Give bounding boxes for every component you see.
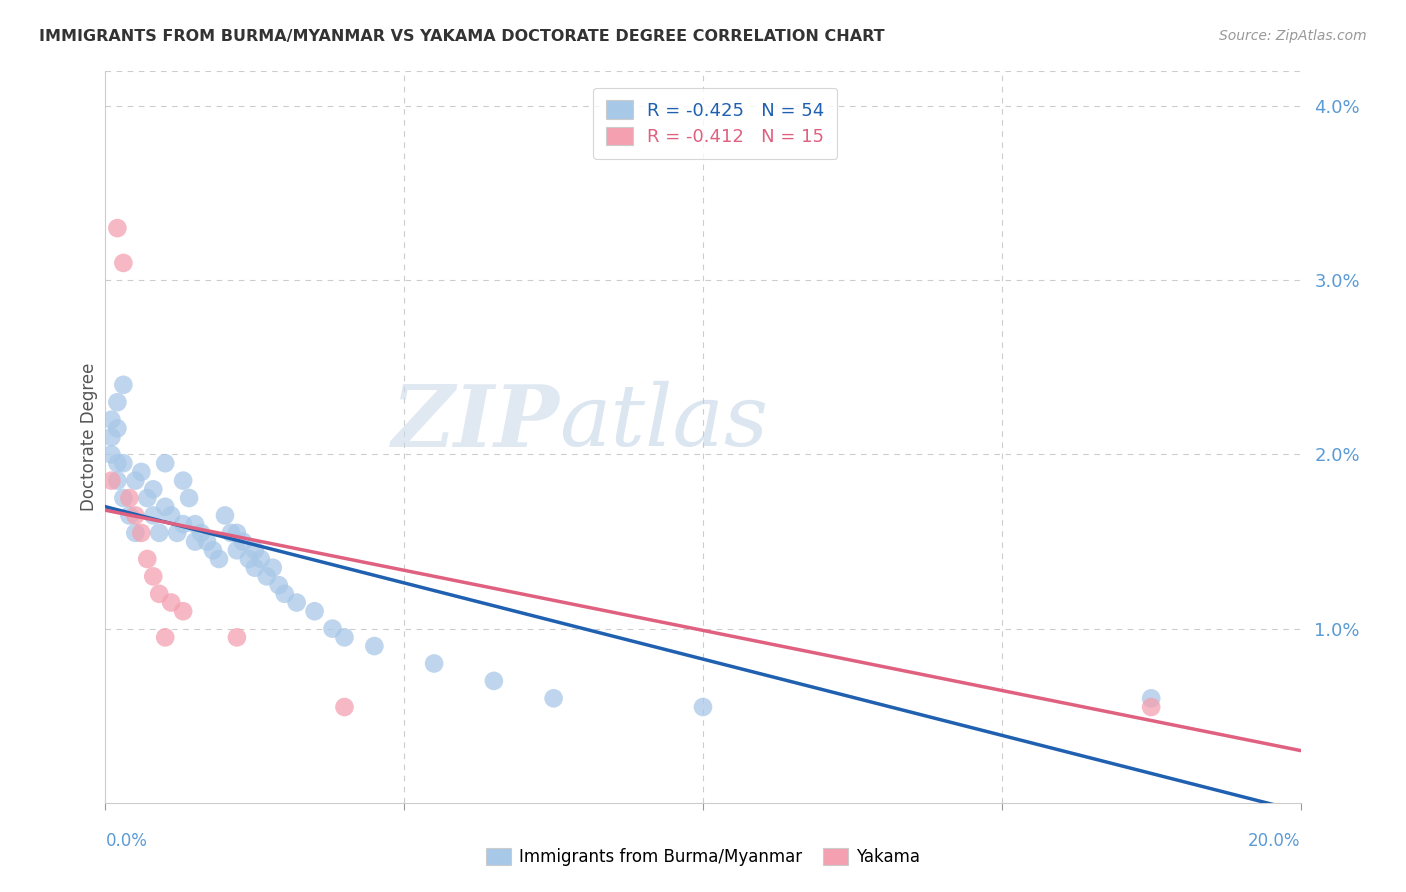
Point <box>285 595 308 609</box>
Point <box>129 465 153 479</box>
Point <box>142 483 165 497</box>
Point <box>214 508 236 523</box>
Point <box>155 456 177 470</box>
Legend: Immigrants from Burma/Myanmar, Yakama: Immigrants from Burma/Myanmar, Yakama <box>479 841 927 873</box>
Point <box>142 508 165 523</box>
Point <box>136 552 159 566</box>
Point <box>177 491 201 505</box>
Text: 20.0%: 20.0% <box>1249 832 1301 850</box>
Point <box>112 256 135 270</box>
Point <box>333 631 356 645</box>
Point <box>129 525 153 540</box>
Point <box>363 639 385 653</box>
Point <box>1140 700 1163 714</box>
Point <box>112 491 135 505</box>
Point <box>333 700 356 714</box>
Point <box>155 631 177 645</box>
Point <box>100 412 122 426</box>
Point <box>124 508 146 523</box>
Point <box>273 587 295 601</box>
Point <box>107 421 129 435</box>
Point <box>692 700 714 714</box>
Point <box>148 587 170 601</box>
Point <box>304 604 326 618</box>
Point <box>142 569 165 583</box>
Point <box>155 500 177 514</box>
Point <box>1140 691 1163 706</box>
Point <box>148 525 170 540</box>
Point <box>208 552 231 566</box>
Point <box>100 474 122 488</box>
Point <box>118 508 141 523</box>
Point <box>543 691 565 706</box>
Point <box>172 474 194 488</box>
Point <box>100 430 122 444</box>
Point <box>107 395 129 409</box>
Point <box>225 631 249 645</box>
Point <box>238 552 260 566</box>
Point <box>243 543 266 558</box>
Point <box>195 534 218 549</box>
Point <box>100 448 122 462</box>
Text: 0.0%: 0.0% <box>105 832 148 850</box>
Point <box>166 525 188 540</box>
Point <box>172 517 194 532</box>
Point <box>160 508 183 523</box>
Point <box>184 517 207 532</box>
Point <box>136 491 159 505</box>
Text: atlas: atlas <box>560 381 769 464</box>
Point <box>262 560 284 574</box>
Point <box>423 657 446 671</box>
Point <box>225 543 249 558</box>
Point <box>250 552 273 566</box>
Point <box>321 622 344 636</box>
Legend: R = -0.425   N = 54, R = -0.412   N = 15: R = -0.425 N = 54, R = -0.412 N = 15 <box>593 87 838 159</box>
Point <box>112 377 135 392</box>
Point <box>202 543 225 558</box>
Point <box>267 578 290 592</box>
Point <box>243 560 266 574</box>
Text: Source: ZipAtlas.com: Source: ZipAtlas.com <box>1219 29 1367 43</box>
Point <box>107 221 129 235</box>
Point <box>124 474 146 488</box>
Point <box>184 534 207 549</box>
Point <box>107 456 129 470</box>
Point <box>124 525 146 540</box>
Point <box>190 525 212 540</box>
Point <box>107 474 129 488</box>
Point <box>256 569 278 583</box>
Point <box>232 534 254 549</box>
Point <box>160 595 183 609</box>
Point <box>172 604 194 618</box>
Point <box>219 525 242 540</box>
Point <box>482 673 505 688</box>
Text: IMMIGRANTS FROM BURMA/MYANMAR VS YAKAMA DOCTORATE DEGREE CORRELATION CHART: IMMIGRANTS FROM BURMA/MYANMAR VS YAKAMA … <box>39 29 884 44</box>
Point <box>225 525 249 540</box>
Point <box>118 491 141 505</box>
Text: ZIP: ZIP <box>392 381 560 464</box>
Point <box>112 456 135 470</box>
Y-axis label: Doctorate Degree: Doctorate Degree <box>80 363 98 511</box>
